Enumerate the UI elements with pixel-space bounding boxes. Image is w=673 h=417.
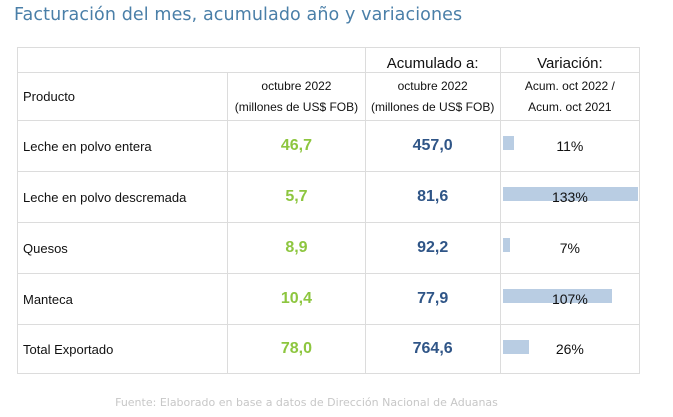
accum-value: 77,9 xyxy=(364,273,501,325)
table-row: Leche en polvo descremada 5,7 81,6 133% xyxy=(16,171,641,223)
variation-cell: 133% xyxy=(499,171,641,223)
header-blank-cell xyxy=(17,47,366,73)
variation-header-line1: Acum. oct 2022 / xyxy=(524,78,615,93)
variation-bar xyxy=(502,187,638,201)
month-value: 8,9 xyxy=(227,222,366,274)
product-cell: Leche en polvo descremada xyxy=(16,171,229,223)
accum-value: 764,6 xyxy=(364,324,501,374)
variation-value: 133% xyxy=(551,189,588,205)
variation-header: Variación: xyxy=(499,47,641,73)
variation-value: 7% xyxy=(559,240,580,256)
accum-header: Acumulado a: xyxy=(364,47,501,73)
accum-header-line1: octubre 2022 xyxy=(397,78,468,93)
page-title: Facturación del mes, acumulado año y var… xyxy=(14,5,463,25)
variation-value: 26% xyxy=(555,341,584,357)
accum-header-line2: (millones de US$ FOB) xyxy=(370,99,495,114)
table-row: Quesos 8,9 92,2 7% xyxy=(16,222,641,274)
variation-header-line2: Acum. oct 2021 xyxy=(528,99,612,114)
product-cell: Total Exportado xyxy=(16,324,229,374)
accum-value: 457,0 xyxy=(364,120,501,172)
variation-bar xyxy=(502,136,514,150)
variation-cell: 107% xyxy=(499,273,641,325)
variation-bar xyxy=(502,238,510,252)
variation-bar xyxy=(502,289,612,303)
variation-bar xyxy=(502,340,529,354)
table-row-total: Total Exportado 78,0 764,6 26% xyxy=(16,324,641,374)
month-value: 78,0 xyxy=(227,324,366,374)
product-header: Producto xyxy=(16,72,229,121)
variation-value: 107% xyxy=(551,291,588,307)
table-row: Leche en polvo entera 46,7 457,0 11% xyxy=(16,120,641,172)
month-value: 10,4 xyxy=(227,273,366,325)
variation-cell: 26% xyxy=(499,324,641,374)
header-row-top: Acumulado a: Variación: xyxy=(17,47,641,73)
variation-subheader: Acum. oct 2022 / Acum. oct 2021 xyxy=(499,72,641,121)
accum-value: 81,6 xyxy=(364,171,501,223)
month-header-line1: octubre 2022 xyxy=(261,78,332,93)
month-header: octubre 2022 (millones de US$ FOB) xyxy=(227,72,366,121)
accum-value: 92,2 xyxy=(364,222,501,274)
product-cell: Quesos xyxy=(16,222,229,274)
billing-table: Acumulado a: Variación: Producto octubre… xyxy=(16,47,641,374)
accum-subheader: octubre 2022 (millones de US$ FOB) xyxy=(364,72,501,121)
month-value: 46,7 xyxy=(227,120,366,172)
variation-cell: 11% xyxy=(499,120,641,172)
variation-value: 11% xyxy=(556,138,584,154)
product-cell: Manteca xyxy=(16,273,229,325)
source-note: Fuente: Elaborado en base a datos de Dir… xyxy=(115,396,498,409)
month-header-line2: (millones de US$ FOB) xyxy=(234,99,359,114)
month-value: 5,7 xyxy=(227,171,366,223)
product-cell: Leche en polvo entera xyxy=(16,120,229,172)
header-row-sub: Producto octubre 2022 (millones de US$ F… xyxy=(16,72,641,121)
table-row: Manteca 10,4 77,9 107% xyxy=(16,273,641,325)
variation-cell: 7% xyxy=(499,222,641,274)
